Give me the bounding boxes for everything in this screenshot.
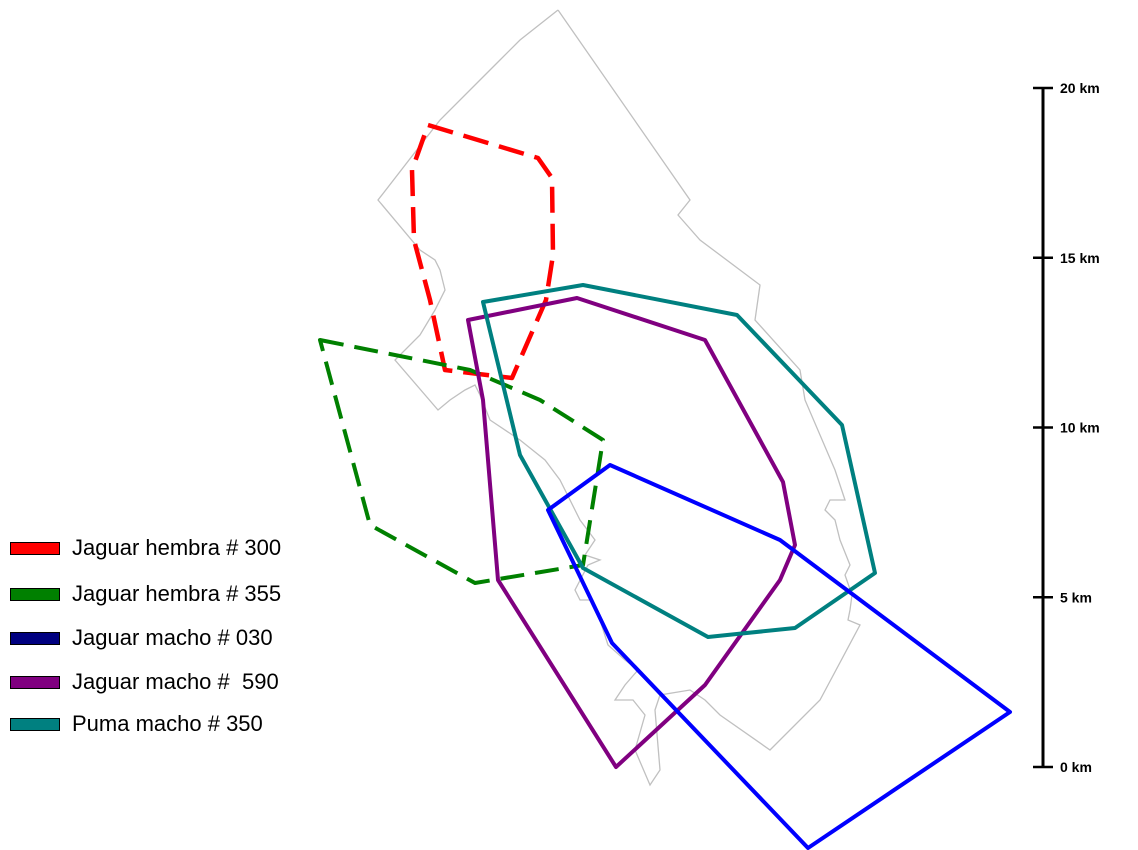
legend-label: Puma macho # 350	[72, 711, 263, 736]
home-range-jaguar-macho-590	[466, 296, 797, 769]
legend-swatch-red	[10, 541, 60, 555]
legend-item-puma-macho-350: Puma macho # 350	[10, 706, 263, 742]
scale-label-20-km: 20 km	[1060, 80, 1100, 96]
scale-bar-ticks: 20 km 15 km 10 km 5 km 0 km	[1033, 80, 1100, 775]
scale-label-5-km: 5 km	[1060, 589, 1092, 605]
scale-label-15-km: 15 km	[1060, 250, 1100, 266]
legend-swatch-teal	[10, 717, 60, 731]
home-range-jaguar-macho-030	[546, 463, 1012, 850]
legend-label: Jaguar hembra # 355	[72, 581, 282, 606]
home-range-jaguar-hembra-355	[318, 338, 605, 585]
scale-label-0-km: 0 km	[1060, 759, 1092, 775]
legend-item-jaguar-macho-590: Jaguar macho # 590	[10, 664, 279, 700]
legend-swatch-navy	[10, 631, 60, 645]
home-range-puma-macho-350	[481, 283, 877, 639]
legend-item-jaguar-hembra-355: Jaguar hembra # 355	[10, 576, 281, 612]
scale-bar: 20 km 15 km 10 km 5 km 0 km	[1033, 80, 1100, 775]
legend-swatch-purple	[10, 675, 60, 689]
legend-label: Jaguar hembra # 300	[72, 535, 282, 560]
legend-item-jaguar-macho-030: Jaguar macho # 030	[10, 620, 273, 656]
legend-label: Jaguar macho # 030	[72, 625, 273, 650]
scale-label-10-km: 10 km	[1060, 420, 1100, 436]
legend-swatch-green	[10, 587, 60, 601]
legend-item-jaguar-hembra-300: Jaguar hembra # 300	[10, 530, 281, 566]
legend-label: Jaguar macho # 590	[72, 669, 279, 694]
home-range-jaguar-hembra-300	[409, 122, 556, 381]
study-area-boundary	[377, 9, 861, 787]
